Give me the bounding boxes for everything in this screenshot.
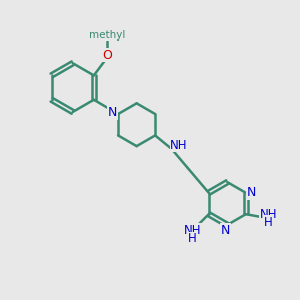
Text: N: N bbox=[108, 106, 117, 119]
Text: NH: NH bbox=[170, 139, 188, 152]
Text: methyl: methyl bbox=[89, 30, 125, 40]
Text: methyl: methyl bbox=[89, 31, 125, 41]
Text: O: O bbox=[102, 49, 112, 62]
Text: N: N bbox=[247, 186, 256, 199]
Text: H: H bbox=[188, 232, 197, 245]
Text: H: H bbox=[264, 216, 273, 229]
Text: NH: NH bbox=[260, 208, 278, 221]
Text: NH: NH bbox=[184, 224, 201, 237]
Text: N: N bbox=[221, 224, 230, 237]
